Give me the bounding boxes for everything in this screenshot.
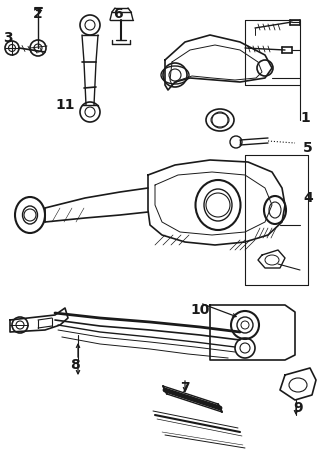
Text: 1: 1 bbox=[300, 111, 310, 125]
Text: 2: 2 bbox=[33, 7, 43, 21]
Text: 4: 4 bbox=[303, 191, 313, 205]
Text: 7: 7 bbox=[180, 381, 190, 395]
Text: 9: 9 bbox=[293, 401, 303, 415]
Text: 11: 11 bbox=[55, 98, 75, 112]
Text: 10: 10 bbox=[190, 303, 210, 317]
Text: 6: 6 bbox=[113, 7, 123, 21]
Text: 5: 5 bbox=[303, 141, 313, 155]
Text: 3: 3 bbox=[3, 31, 13, 45]
Text: 8: 8 bbox=[70, 358, 80, 372]
